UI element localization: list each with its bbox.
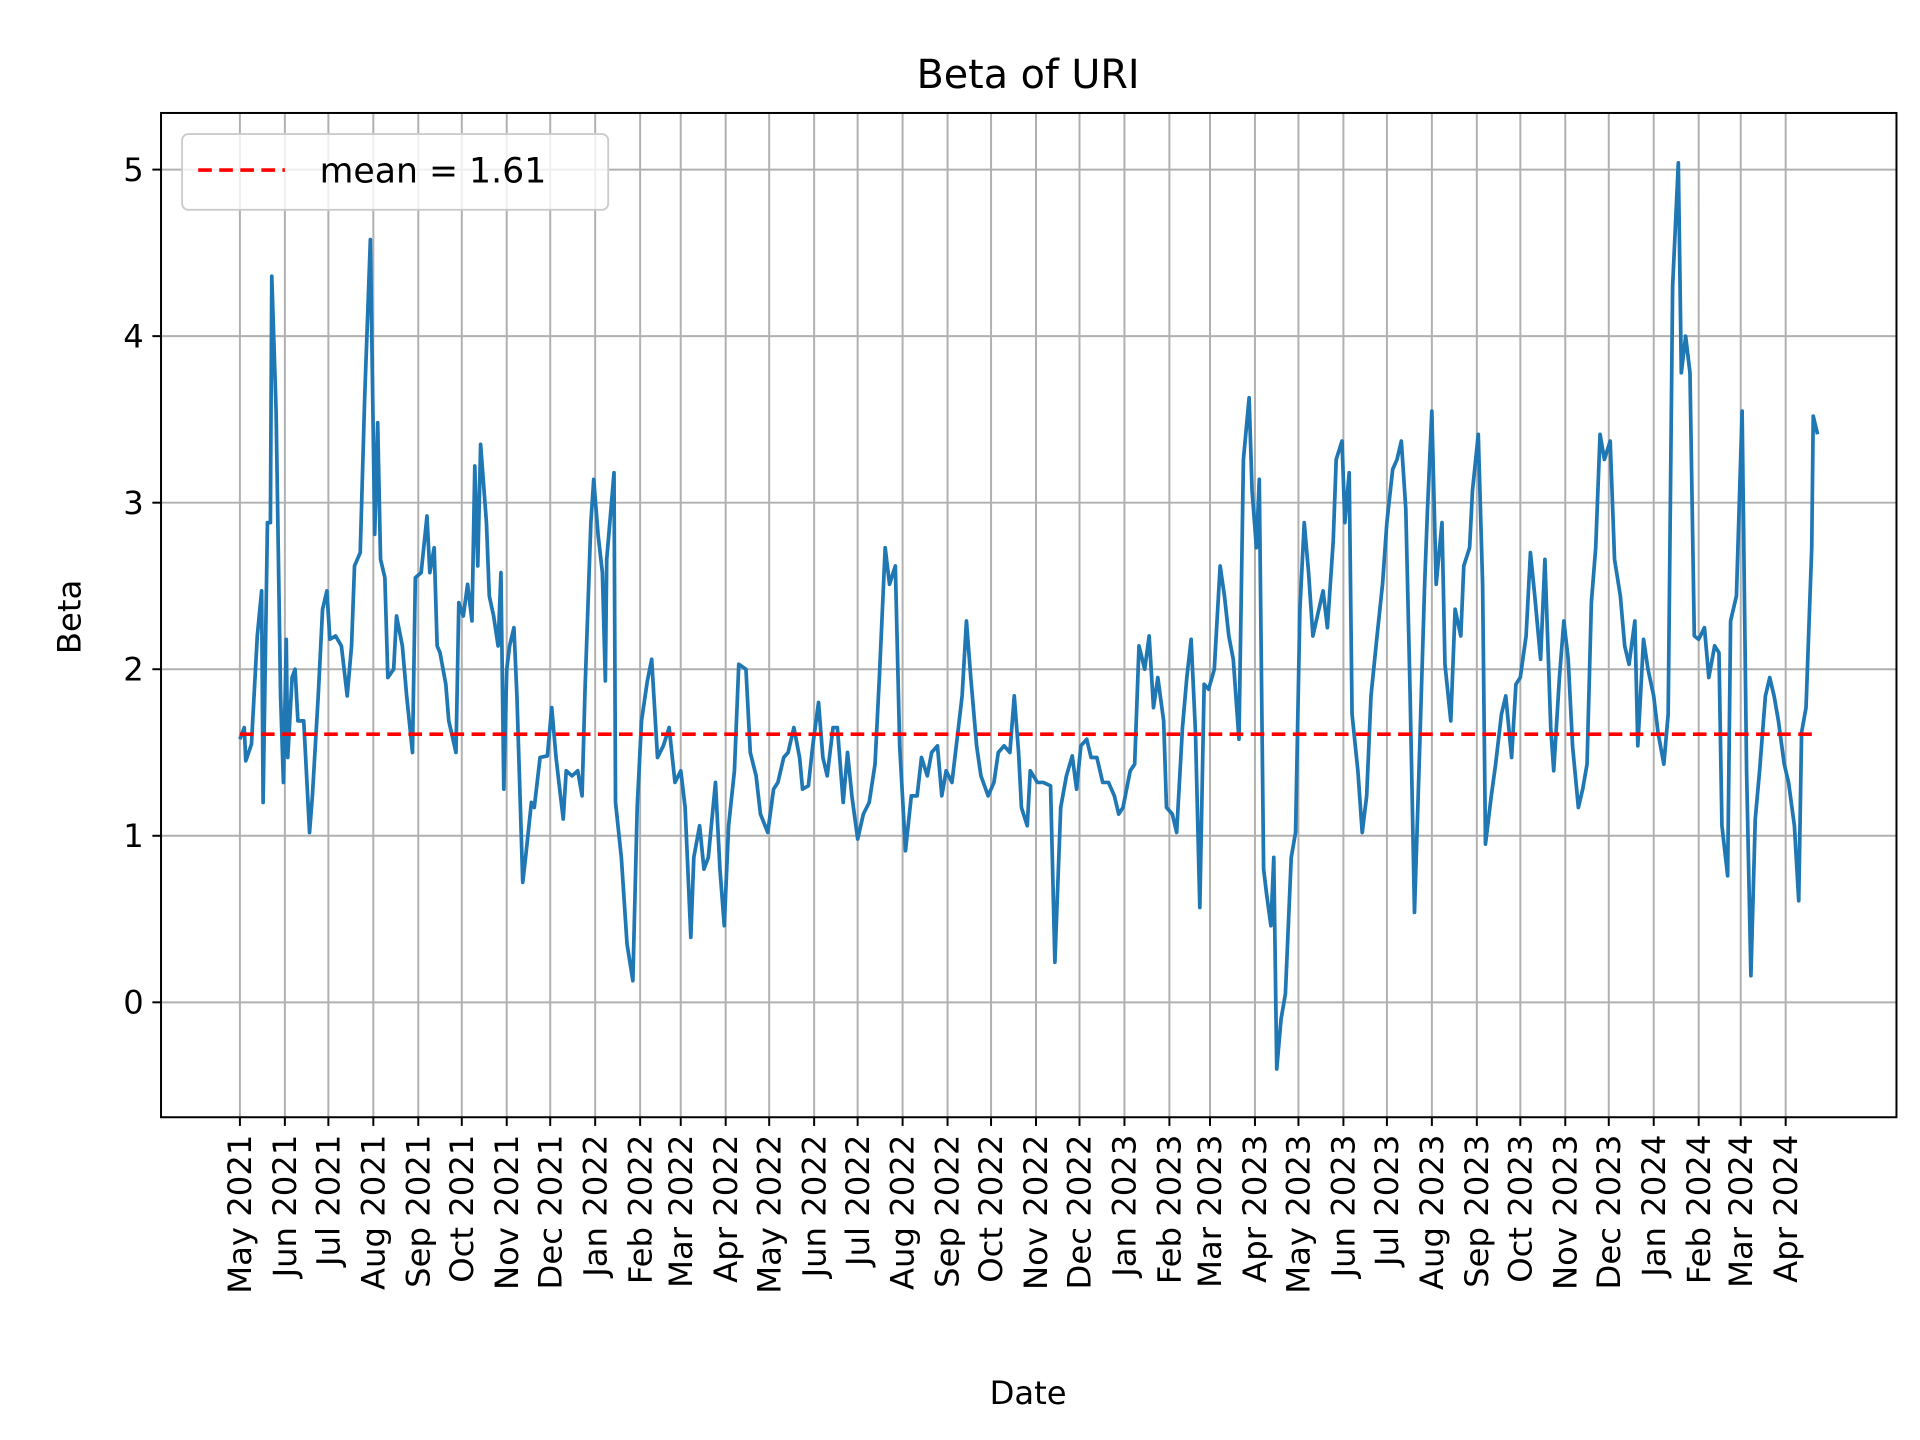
x-tick-label: Jul 2023 [1368, 1135, 1406, 1268]
x-tick-label: May 2022 [750, 1135, 788, 1294]
y-tick-label: 1 [123, 817, 143, 855]
x-tick-label: Oct 2023 [1501, 1135, 1539, 1283]
x-tick-label: Jan 2023 [1106, 1135, 1144, 1279]
x-tick-label: Mar 2022 [662, 1135, 700, 1288]
y-axis-label: Beta [51, 580, 89, 654]
x-tick-label: Nov 2021 [488, 1135, 526, 1290]
x-tick-label: Mar 2023 [1191, 1135, 1229, 1288]
x-tick-label: Sep 2023 [1458, 1135, 1496, 1288]
x-tick-label: Dec 2022 [1061, 1135, 1099, 1290]
x-tick-label: Aug 2021 [355, 1135, 393, 1290]
x-tick-label: Dec 2021 [531, 1135, 569, 1290]
x-tick-label: Aug 2023 [1413, 1135, 1451, 1290]
y-tick-label: 0 [123, 983, 143, 1021]
x-tick-label: Apr 2024 [1767, 1135, 1805, 1283]
x-tick-label: Nov 2022 [1017, 1135, 1055, 1290]
chart-title: Beta of URI [917, 52, 1140, 98]
beta-series-line [238, 161, 1820, 1071]
x-tick-label: Apr 2022 [707, 1135, 745, 1283]
x-tick-label: Sep 2022 [929, 1135, 967, 1288]
x-tick-label: Apr 2023 [1236, 1135, 1274, 1283]
legend-box [181, 133, 610, 211]
legend: mean = 1.61 [181, 133, 610, 211]
x-tick-label: May 2021 [221, 1135, 259, 1294]
x-tick-label: Jun 2021 [266, 1135, 304, 1280]
x-tick-label: Jan 2022 [576, 1135, 614, 1279]
x-tick-label: Dec 2023 [1590, 1135, 1628, 1290]
x-tick-label: Nov 2023 [1546, 1135, 1584, 1290]
x-tick-label: Jul 2021 [310, 1135, 348, 1268]
x-tick-label: May 2023 [1280, 1135, 1318, 1294]
x-tick-label: Sep 2021 [399, 1135, 437, 1288]
x-tick-label: Oct 2022 [972, 1135, 1010, 1283]
x-tick-label: Mar 2024 [1722, 1135, 1760, 1288]
x-tick-label: Jun 2022 [795, 1135, 833, 1280]
grid [161, 112, 1897, 1118]
x-tick-label: Jan 2024 [1635, 1135, 1673, 1279]
x-tick-label: Jul 2022 [839, 1135, 877, 1268]
y-axis: 0 1 2 3 4 5 [123, 151, 162, 1022]
x-tick-label: Feb 2022 [621, 1135, 659, 1285]
legend-mean-label: mean = 1.61 [320, 151, 547, 191]
y-tick-label: 5 [123, 151, 143, 189]
x-tick-label: Aug 2022 [884, 1135, 922, 1290]
x-tick-label: Feb 2024 [1680, 1135, 1718, 1285]
y-tick-label: 2 [123, 650, 143, 688]
x-tick-label: Jun 2023 [1325, 1135, 1363, 1280]
x-tick-label: Oct 2021 [443, 1135, 481, 1283]
x-tick-label: Feb 2023 [1151, 1135, 1189, 1285]
plot-area [238, 161, 1820, 1071]
axes-frame [160, 111, 1898, 1119]
x-axis-label: Date [990, 1374, 1067, 1412]
y-tick-label: 4 [123, 317, 143, 355]
y-tick-label: 3 [123, 484, 143, 522]
x-axis: May 2021 Jun 2021 Jul 2021 Aug 2021 Sep 2021… [221, 1117, 1805, 1294]
